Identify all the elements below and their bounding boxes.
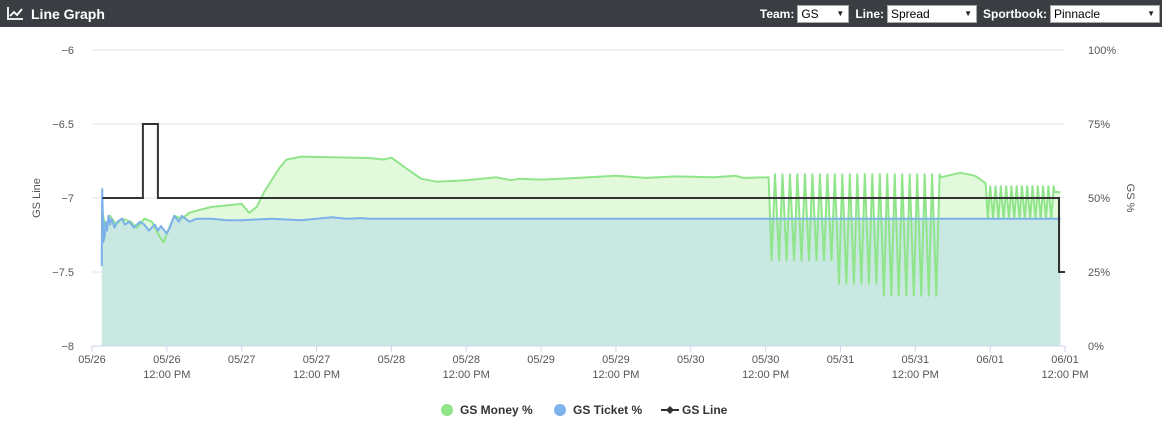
- x-tick-date: 05/30: [752, 354, 780, 366]
- x-tick-time: 12:00 PM: [1041, 369, 1088, 381]
- x-tick-time: 12:00 PM: [592, 369, 639, 381]
- x-tick-date: 05/30: [677, 354, 705, 366]
- y-left-tick-label: −6: [61, 45, 74, 57]
- y-axis-left: −6 −6.5 −7 −7.5 −8: [52, 45, 74, 353]
- legend-item: GS Money %: [441, 403, 533, 417]
- x-axis: 05/26 05/26 12:00 PM 05/27 05/27 12:00 PM 05/2…: [78, 345, 1089, 381]
- page-title: Line Graph: [31, 5, 105, 22]
- x-tick-time: 12:00 PM: [143, 369, 190, 381]
- y-left-tick-label: −7.5: [52, 267, 74, 279]
- y-left-tick-label: −7: [61, 193, 74, 205]
- legend-marker: [554, 404, 566, 416]
- y-right-tick-label: 50%: [1088, 193, 1110, 205]
- x-tick-date: 06/01: [976, 354, 1004, 366]
- legend-label: GS Money %: [460, 403, 533, 417]
- x-tick-date: 05/29: [602, 354, 630, 366]
- x-tick-time: 12:00 PM: [892, 369, 939, 381]
- y-axis-right: 100% 75% 50% 25% 0%: [1088, 45, 1116, 353]
- x-tick-date: 05/27: [303, 354, 331, 366]
- y-right-tick-label: 100%: [1088, 45, 1116, 57]
- chevron-down-icon: ▼: [836, 9, 845, 18]
- legend-label: GS Ticket %: [573, 403, 642, 417]
- sportbook-value: Pinnacle: [1054, 6, 1101, 21]
- x-tick-date: 05/29: [527, 354, 555, 366]
- x-tick-date: 05/26: [153, 354, 181, 366]
- x-tick-date: 05/31: [827, 354, 855, 366]
- x-tick-date: 06/01: [1051, 354, 1079, 366]
- team-label: Team:: [759, 6, 795, 21]
- y-axis-left-title: GS Line: [31, 178, 43, 218]
- x-tick-date: 05/26: [78, 354, 106, 366]
- legend-item: GS Ticket %: [554, 403, 642, 417]
- x-tick-time: 12:00 PM: [443, 369, 490, 381]
- legend-marker: [441, 404, 453, 416]
- y-right-tick-label: 25%: [1088, 267, 1110, 279]
- team-select[interactable]: GS ▼: [797, 4, 850, 23]
- series-lines: [100, 123, 1065, 297]
- legend-diamond: [666, 406, 674, 414]
- gs-line: [102, 123, 1065, 273]
- sportbook-select[interactable]: Pinnacle ▼: [1050, 4, 1160, 23]
- legend-item: GS Line: [661, 403, 728, 417]
- y-axis-right-title: GS %: [1124, 184, 1136, 213]
- x-tick-time: 12:00 PM: [293, 369, 340, 381]
- line-label: Line:: [855, 6, 884, 21]
- x-tick-time: 12:00 PM: [742, 369, 789, 381]
- line-graph-chart: 05/26 05/26 12:00 PM 05/27 05/27 12:00 PM 05/2…: [31, 45, 1136, 417]
- sportbook-label: Sportbook:: [983, 6, 1047, 21]
- legend-label: GS Line: [682, 403, 728, 417]
- y-left-tick-label: −6.5: [52, 119, 74, 131]
- x-tick-date: 05/28: [378, 354, 406, 366]
- x-tick-date: 05/27: [228, 354, 256, 366]
- team-value: GS: [801, 6, 819, 21]
- x-tick-date: 05/31: [902, 354, 930, 366]
- x-tick-date: 05/28: [452, 354, 480, 366]
- chart-toolbar: Line Graph Team: GS ▼ Line: Spread ▼ Spo…: [0, 0, 1162, 27]
- ticket-line: [100, 188, 1061, 267]
- chevron-down-icon: ▼: [1147, 9, 1155, 18]
- filter-controls: Team: GS ▼ Line: Spread ▼ Sportbook: Pin…: [754, 0, 1162, 27]
- line-select[interactable]: Spread ▼: [887, 4, 977, 23]
- y-left-tick-label: −8: [61, 341, 74, 353]
- brand: Line Graph: [7, 6, 105, 22]
- line-chart-icon: [7, 7, 24, 20]
- y-right-tick-label: 75%: [1088, 119, 1110, 131]
- chevron-down-icon: ▼: [964, 9, 972, 18]
- ticket-area: [101, 189, 1061, 346]
- chart-legend: GS Money % GS Ticket % GS Line: [441, 403, 728, 417]
- y-right-tick-label: 0%: [1088, 341, 1104, 353]
- line-value: Spread: [891, 6, 930, 21]
